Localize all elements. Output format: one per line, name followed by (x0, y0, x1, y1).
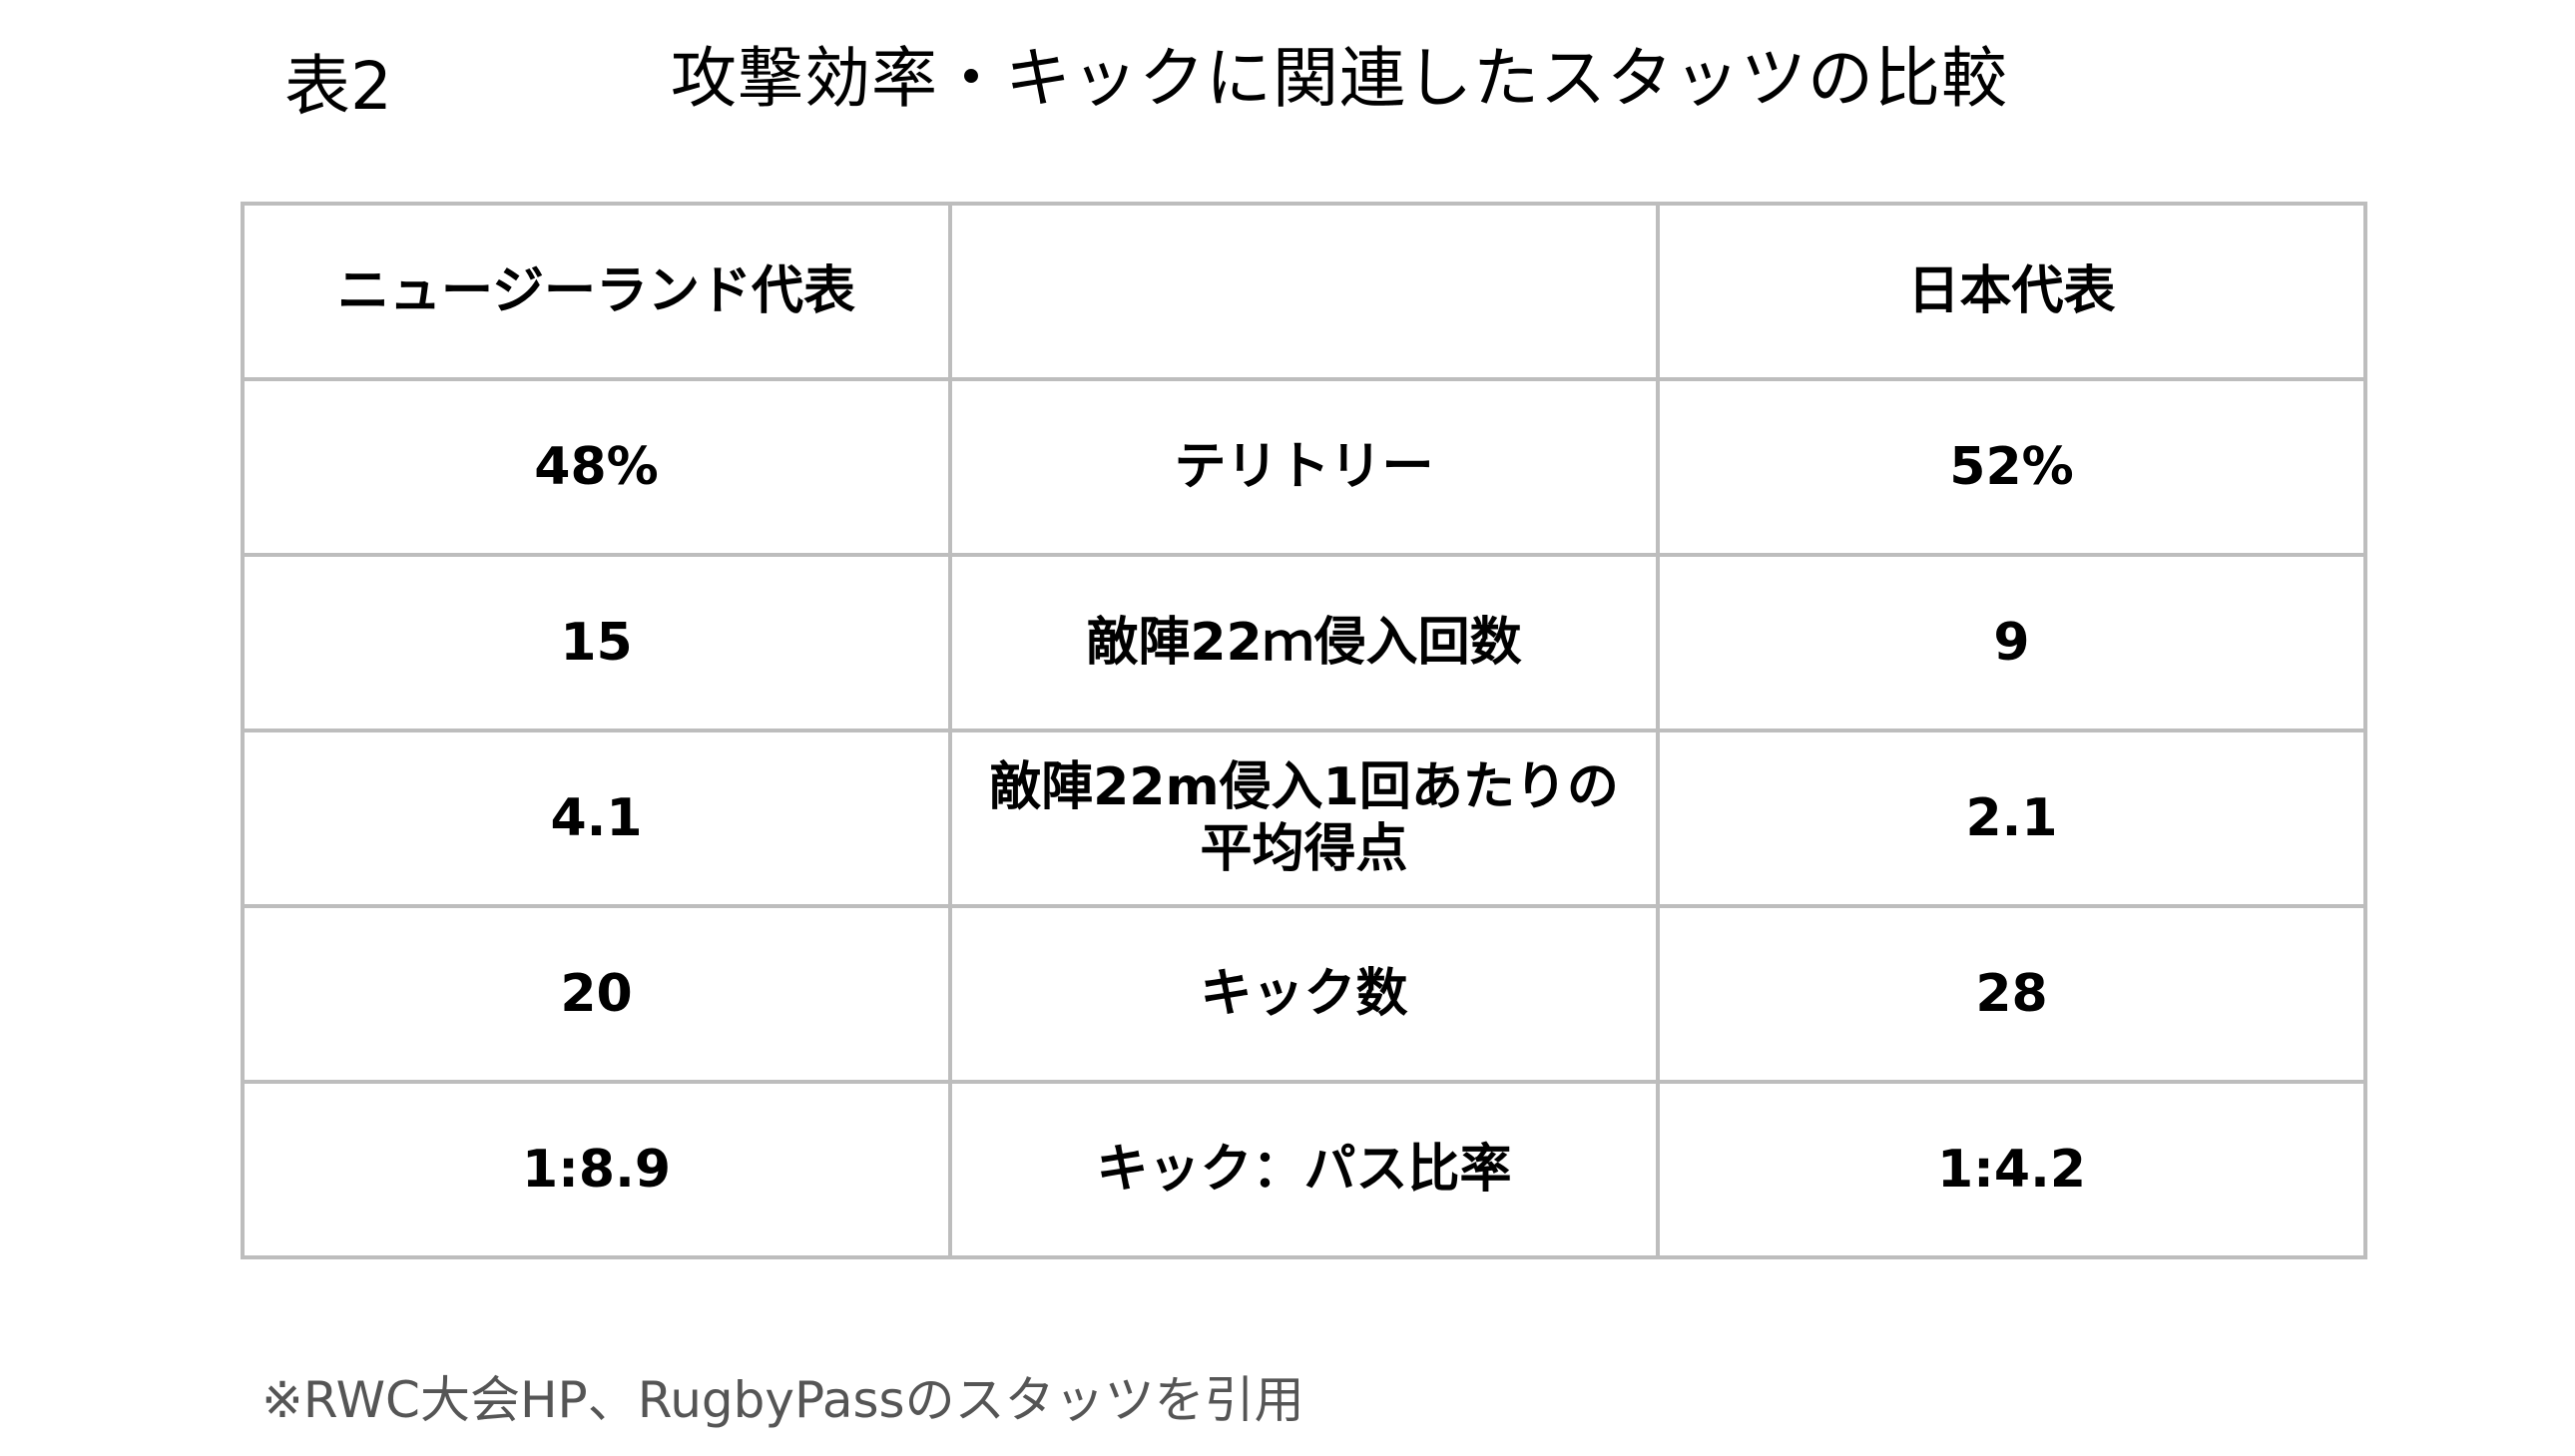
nz-value: 4.1 (241, 728, 952, 908)
table-row: 20 キック数 28 (241, 904, 2367, 1084)
jp-value: 28 (1656, 904, 2367, 1084)
stat-label: キック：パス比率 (948, 1080, 1660, 1259)
stat-label: キック数 (948, 904, 1660, 1084)
nz-value: 20 (241, 904, 952, 1084)
table-row: 15 敵陣22ｍ侵入回数 9 (241, 553, 2367, 732)
table-label: 表2 (284, 48, 392, 125)
jp-value: 1:4.2 (1656, 1080, 2367, 1259)
page-title: 攻撃効率・キックに関連したスタッツの比較 (671, 40, 2008, 117)
table-row: 48% テリトリー 52% (241, 377, 2367, 557)
table-row: 4.1 敵陣22m侵入1回あたりの平均得点 2.1 (241, 728, 2367, 908)
stats-comparison-table: ニュージーランド代表 日本代表 48% テリトリー 52% 15 敵陣22ｍ侵入… (241, 202, 2367, 1259)
column-header-stat (948, 202, 1660, 381)
nz-value: 15 (241, 553, 952, 732)
nz-value: 1:8.9 (241, 1080, 952, 1259)
table-row: 1:8.9 キック：パス比率 1:4.2 (241, 1080, 2367, 1259)
jp-value: 52% (1656, 377, 2367, 557)
nz-value: 48% (241, 377, 952, 557)
column-header-japan: 日本代表 (1656, 202, 2367, 381)
stat-label: 敵陣22ｍ侵入回数 (948, 553, 1660, 732)
stat-label: 敵陣22m侵入1回あたりの平均得点 (948, 728, 1660, 908)
jp-value: 9 (1656, 553, 2367, 732)
jp-value: 2.1 (1656, 728, 2367, 908)
table-header-row: ニュージーランド代表 日本代表 (241, 202, 2367, 381)
stat-label: テリトリー (948, 377, 1660, 557)
column-header-new-zealand: ニュージーランド代表 (241, 202, 952, 381)
source-footnote: ※RWC大会HP、RugbyPassのスタッツを引用 (261, 1371, 1304, 1429)
